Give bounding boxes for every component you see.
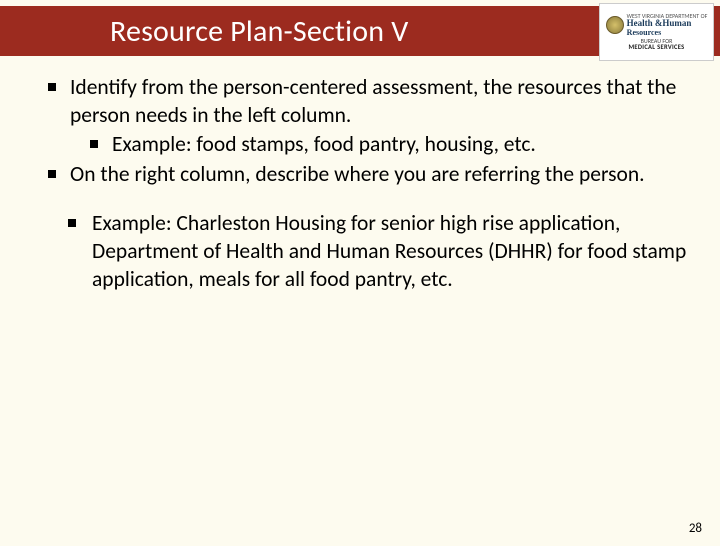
list-item: Example: food stamps, food pantry, housi… — [90, 131, 690, 159]
bullet-text: Example: Charleston Housing for senior h… — [92, 210, 686, 292]
bullet-text: Example: food stamps, food pantry, housi… — [112, 131, 536, 157]
bullet-text: Identify from the person-centered assess… — [70, 74, 676, 128]
title-bar: Resource Plan-Section V WEST VIRGINIA DE… — [0, 6, 720, 56]
list-item: Identify from the person-centered assess… — [48, 74, 690, 159]
page-title: Resource Plan-Section V — [110, 13, 408, 50]
bullet-list-1: Identify from the person-centered assess… — [30, 74, 690, 188]
bullet-list-2: Example: Charleston Housing for senior h… — [30, 210, 690, 294]
logo-line2b: &Human — [655, 18, 692, 28]
agency-logo: WEST VIRGINIA DEPARTMENT OF Health &Huma… — [599, 3, 714, 61]
logo-sub2: MEDICAL SERVICES — [628, 44, 684, 51]
logo-line3: Resources — [627, 29, 708, 37]
bullet-text: On the right column, describe where you … — [70, 161, 645, 187]
bullet-sublist: Example: food stamps, food pantry, housi… — [70, 131, 690, 159]
list-item: On the right column, describe where you … — [48, 161, 690, 189]
state-seal-icon — [606, 16, 624, 34]
content-area: Identify from the person-centered assess… — [0, 56, 720, 294]
list-item: Example: Charleston Housing for senior h… — [68, 210, 690, 294]
logo-line2a: Health — [627, 18, 653, 28]
page-number: 28 — [689, 521, 702, 536]
